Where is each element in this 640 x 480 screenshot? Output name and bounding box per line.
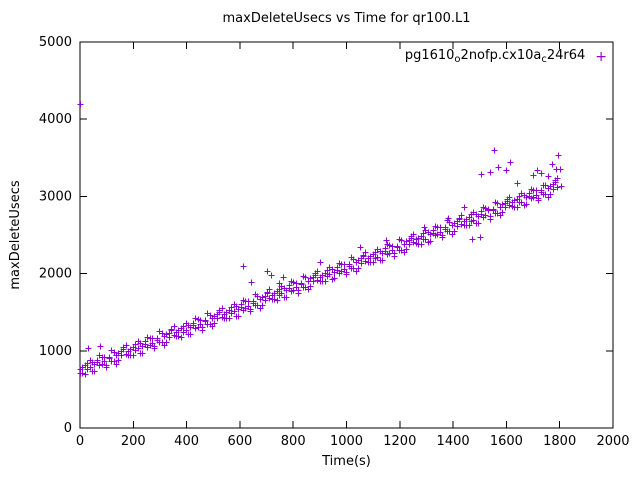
x-tick-label: 1800 — [543, 434, 576, 449]
data-points — [77, 101, 565, 378]
x-tick-label: 200 — [121, 434, 146, 449]
x-tick-label: 0 — [76, 434, 84, 449]
x-tick-label: 600 — [227, 434, 252, 449]
chart-title: maxDeleteUsecs vs Time for qr100.L1 — [222, 11, 471, 26]
x-tick-label: 800 — [281, 434, 306, 449]
y-tick-label: 5000 — [39, 35, 72, 50]
y-tick-label: 1000 — [39, 344, 72, 359]
x-tick-label: 1200 — [383, 434, 416, 449]
plot-border — [79, 41, 614, 429]
x-tick-label: 1600 — [490, 434, 523, 449]
x-tick-label: 1400 — [437, 434, 470, 449]
legend-label: pg1610o2nofp.cx10ac24r64 — [404, 48, 586, 65]
x-tick-label: 400 — [174, 434, 199, 449]
x-tick-label: 1000 — [330, 434, 363, 449]
y-axis-label: maxDeleteUsecs — [8, 180, 23, 290]
x-axis-label: Time(s) — [322, 454, 371, 469]
y-tick-label: 0 — [64, 421, 72, 436]
legend-marker-icon: + — [595, 48, 607, 65]
legend: pg1610o2nofp.cx10ac24r64 + — [80, 48, 607, 65]
x-tick-label: 2000 — [596, 434, 629, 449]
y-tick-label: 2000 — [39, 267, 72, 282]
y-tick-label: 4000 — [39, 112, 72, 127]
y-tick-label: 3000 — [39, 189, 72, 204]
